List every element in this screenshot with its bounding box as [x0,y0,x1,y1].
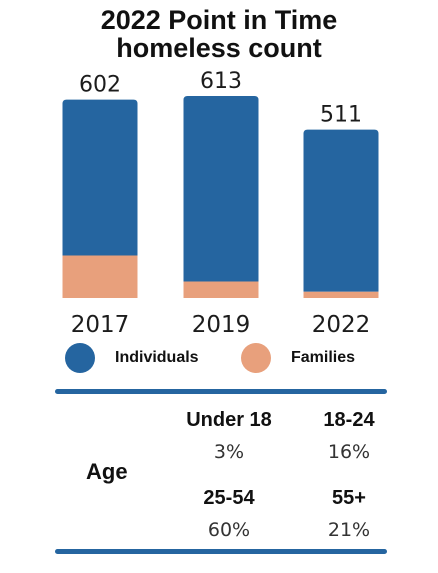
legend: Individuals Families [0,343,438,375]
total-label-2017: 602 [79,73,121,98]
x-tick-label-2019: 2019 [192,312,251,338]
legend-item-individuals: Individuals [65,343,199,373]
total-label-2019: 613 [200,69,242,94]
bar-families-2022 [303,291,379,298]
divider-top [55,389,387,394]
title-line-2: homeless count [116,33,322,63]
age-group-18-24: 18-24 [323,409,375,431]
age-group-55-plus: 55+ [332,487,366,509]
age-group-25-54: 25-54 [203,487,255,509]
legend-label-families: Families [291,349,356,366]
total-label-2022: 511 [320,103,362,128]
bar-individuals-2022 [303,129,379,292]
age-value-55-plus: 21% [327,519,371,541]
age-value-18-24: 16% [327,441,371,463]
bar-families-2017 [62,255,138,298]
chart-title: 2022 Point in Time homeless count [0,6,438,62]
bar-families-2019 [183,281,259,298]
age-value-25-54: 60% [207,519,251,541]
x-tick-label-2017: 2017 [71,312,130,338]
age-label: Age [86,459,128,484]
title-line-1: 2022 Point in Time [100,5,338,35]
legend-item-families: Families [241,343,355,373]
families-swatch-icon [241,343,271,373]
age-group-under-18: Under 18 [186,409,272,431]
bar-individuals-2019 [183,96,259,282]
x-tick-label-2022: 2022 [312,312,371,338]
divider-bottom [55,549,387,554]
legend-label-individuals: Individuals [115,349,199,366]
individuals-swatch-icon [65,343,95,373]
age-value-under-18: 3% [213,441,245,463]
bar-individuals-2017 [62,99,138,256]
